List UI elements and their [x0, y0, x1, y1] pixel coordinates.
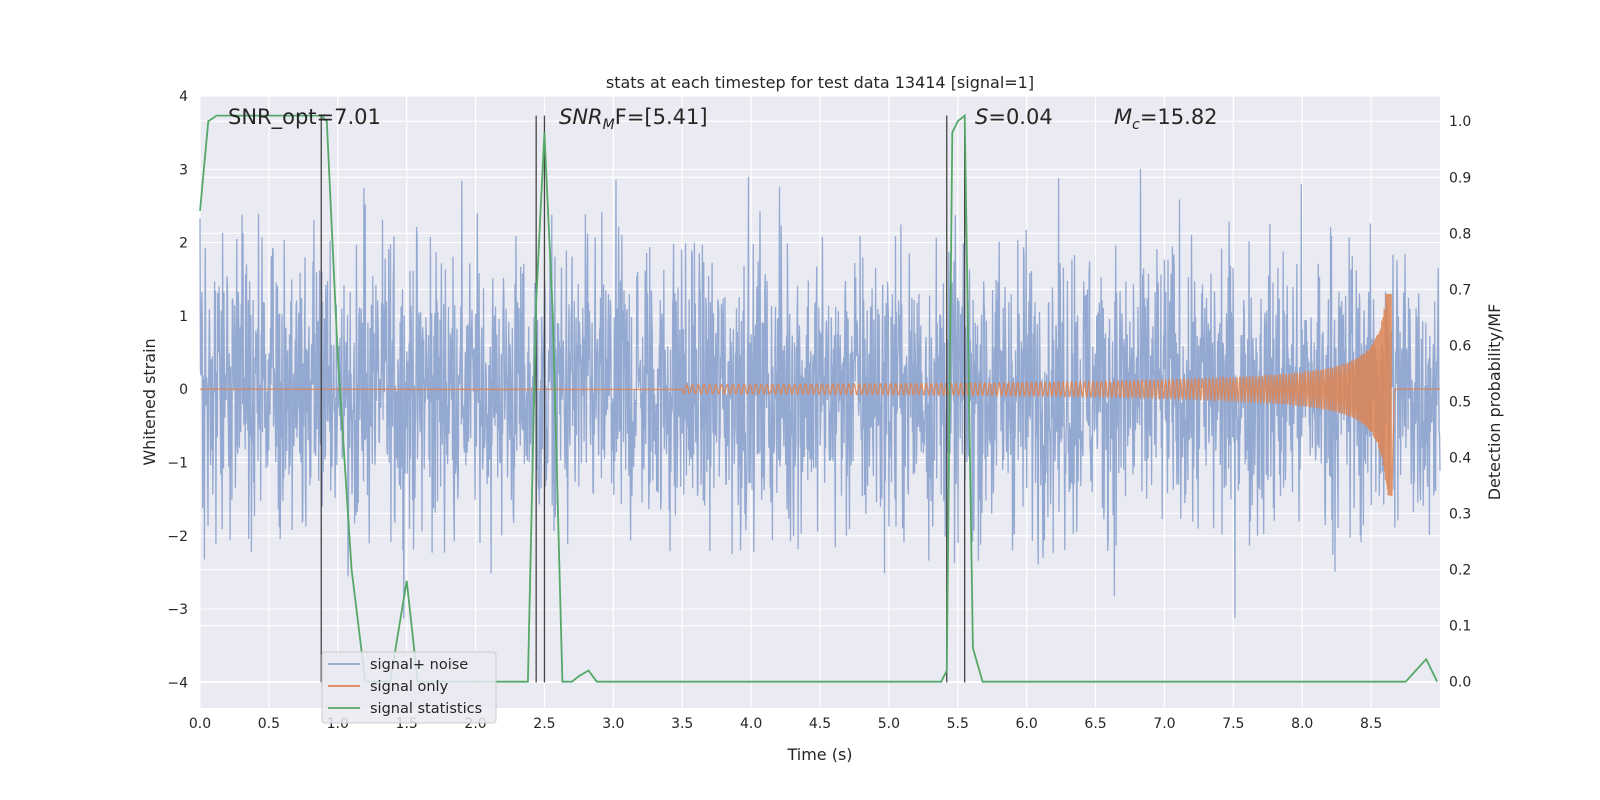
signal-noise-line [199, 168, 1441, 619]
legend: signal+ noise signal only signal statist… [321, 651, 497, 724]
legend-box [321, 651, 497, 724]
snr-opt-annotation: SNR_opt=7.01 [228, 105, 381, 130]
s-value: =0.04 [988, 105, 1052, 129]
x-tick-label: 3.0 [602, 716, 624, 732]
x-tick-label: 7.5 [1222, 716, 1244, 732]
x-tick-label: 0.0 [189, 716, 211, 732]
y2-tick-label: 0.7 [1449, 282, 1471, 298]
x-tick-label: 4.0 [740, 716, 762, 732]
y-tick-label: −1 [167, 455, 188, 471]
snr-mf-symbol: SNR [559, 105, 603, 129]
legend-label-signal-noise: signal+ noise [370, 657, 468, 673]
y-tick-label: −2 [167, 529, 188, 545]
x-tick-label: 7.0 [1153, 716, 1175, 732]
y2-axis-label: Detection probability/MF [1485, 304, 1504, 501]
y-tick-label: 4 [179, 89, 188, 105]
y-tick-label: 1 [179, 309, 188, 325]
x-tick-label: 5.5 [947, 716, 969, 732]
x-tick-label: 8.5 [1360, 716, 1382, 732]
x-tick-label: 2.5 [533, 716, 555, 732]
x-tick-label: 4.5 [809, 716, 831, 732]
x-axis-label: Time (s) [786, 745, 852, 764]
y-tick-label: 0 [179, 382, 188, 398]
y2-axis-ticks: 1.0 0.9 0.8 0.7 0.6 0.5 0.4 0.3 0.2 0.1 0.0 [1449, 114, 1471, 690]
s-symbol: S [975, 105, 988, 129]
mc-subscript: c [1132, 117, 1140, 133]
signal-statistics-series [199, 113, 1439, 683]
y2-tick-label: 1.0 [1449, 114, 1471, 130]
y-tick-label: 2 [179, 236, 188, 252]
legend-label-signal-only: signal only [370, 679, 449, 695]
chart-title: stats at each timestep for test data 134… [606, 73, 1034, 92]
s-annotation: S=0.04 [975, 105, 1053, 129]
y-tick-label: −3 [167, 602, 188, 618]
y2-tick-label: 0.9 [1449, 170, 1471, 186]
signal-noise-series [199, 168, 1441, 619]
x-tick-label: 6.5 [1084, 716, 1106, 732]
y2-tick-label: 0.4 [1449, 450, 1471, 466]
x-tick-label: 5.0 [878, 716, 900, 732]
y2-tick-label: 0.3 [1449, 507, 1471, 523]
snr-mf-subscript: M [603, 117, 615, 133]
signal-only-line [199, 293, 1440, 497]
snr-mf-value: F=[5.41] [615, 105, 708, 129]
y2-tick-label: 0.0 [1449, 675, 1471, 691]
y-tick-label: 3 [179, 162, 188, 178]
x-tick-label: 8.0 [1291, 716, 1313, 732]
snr-mf-annotation: SNRMF=[5.41] [559, 105, 708, 133]
y2-tick-label: 0.6 [1449, 338, 1471, 354]
y-axis-ticks: 4 3 2 1 0 −1 −2 −3 −4 [167, 89, 188, 691]
y2-tick-label: 0.1 [1449, 619, 1471, 635]
mc-symbol: M [1114, 105, 1132, 129]
y-axis-label: Whitened strain [140, 338, 159, 465]
legend-label-signal-statistics: signal statistics [370, 701, 482, 717]
signal-statistics-line [199, 113, 1439, 683]
y-tick-label: −4 [167, 675, 188, 691]
x-tick-label: 0.5 [258, 716, 280, 732]
y2-tick-label: 0.2 [1449, 563, 1471, 579]
mc-value: =15.82 [1140, 105, 1218, 129]
y2-tick-label: 0.5 [1449, 394, 1471, 410]
signal-only-series [199, 293, 1440, 497]
y2-tick-label: 0.8 [1449, 226, 1471, 242]
x-tick-label: 3.5 [671, 716, 693, 732]
x-tick-label: 6.0 [1016, 716, 1038, 732]
mc-annotation: Mc=15.82 [1114, 105, 1218, 133]
